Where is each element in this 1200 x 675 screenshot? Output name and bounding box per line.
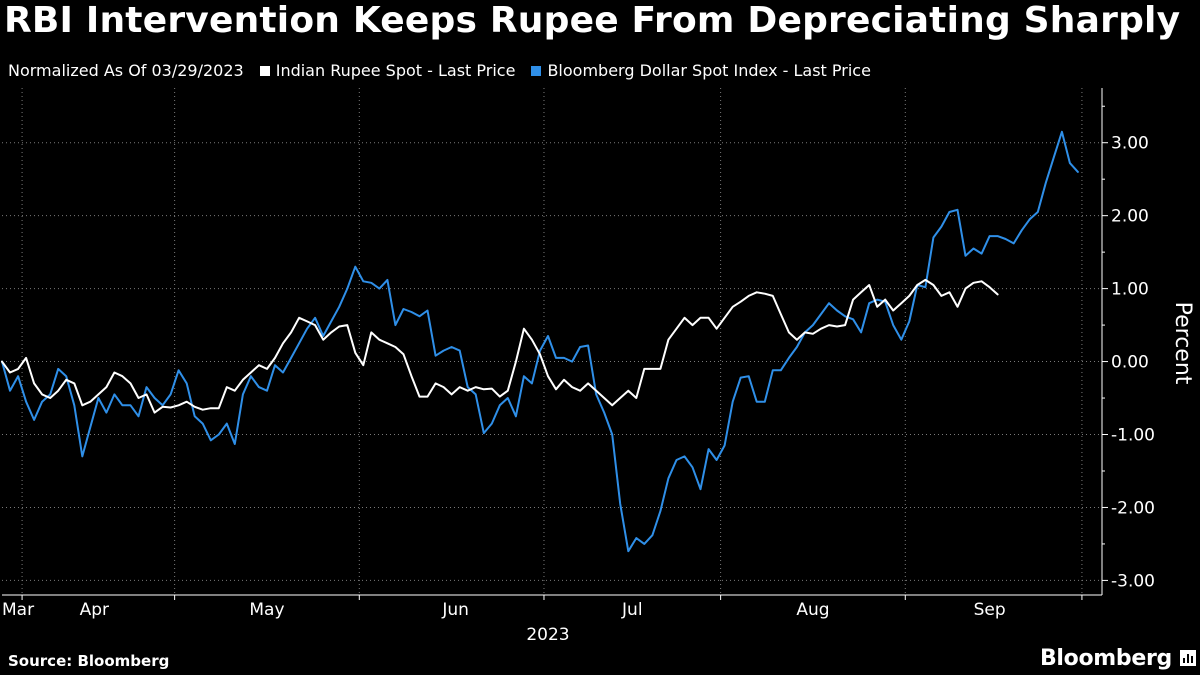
x-tick-label: Jul: [621, 600, 643, 620]
y-tick-label: 3.00: [1111, 134, 1149, 154]
chart-legend: Normalized As Of 03/29/2023 Indian Rupee…: [8, 61, 871, 80]
x-tick-label: Aug: [796, 600, 829, 620]
y-tick-label: -1.00: [1111, 426, 1155, 446]
source-note: Source: Bloomberg: [8, 652, 170, 670]
legend-label-rupee: Indian Rupee Spot - Last Price: [275, 61, 516, 80]
series-line-dollar-index: [1, 130, 1079, 553]
x-tick-label: Jun: [441, 600, 469, 620]
y-tick-label: 2.00: [1111, 207, 1149, 227]
y-tick-label: -3.00: [1111, 571, 1155, 591]
subtitle: Normalized As Of 03/29/2023: [8, 61, 244, 80]
bloomberg-terminal-icon: [1180, 650, 1196, 666]
legend-item-dollar-index: Bloomberg Dollar Spot Index - Last Price: [531, 61, 871, 80]
legend-swatch-dollar-index: [531, 65, 542, 76]
y-tick-label: -2.00: [1111, 498, 1155, 518]
y-tick-label: 1.00: [1111, 280, 1149, 300]
x-axis-year-label: 2023: [526, 625, 569, 645]
x-tick-label: Mar: [2, 600, 34, 620]
y-tick-label: 0.00: [1111, 353, 1149, 373]
x-tick-label: Apr: [80, 600, 109, 620]
legend-item-rupee: Indian Rupee Spot - Last Price: [259, 61, 516, 80]
y-axis-title: Percent: [1170, 302, 1195, 385]
x-tick-label: Sep: [974, 600, 1006, 620]
bloomberg-logo: Bloomberg: [1039, 646, 1172, 671]
legend-swatch-rupee: [259, 65, 270, 76]
chart-title: RBI Intervention Keeps Rupee From Deprec…: [4, 0, 1181, 41]
legend-label-dollar-index: Bloomberg Dollar Spot Index - Last Price: [547, 61, 871, 80]
series-line-rupee: [1, 278, 999, 414]
x-tick-label: May: [249, 600, 284, 620]
